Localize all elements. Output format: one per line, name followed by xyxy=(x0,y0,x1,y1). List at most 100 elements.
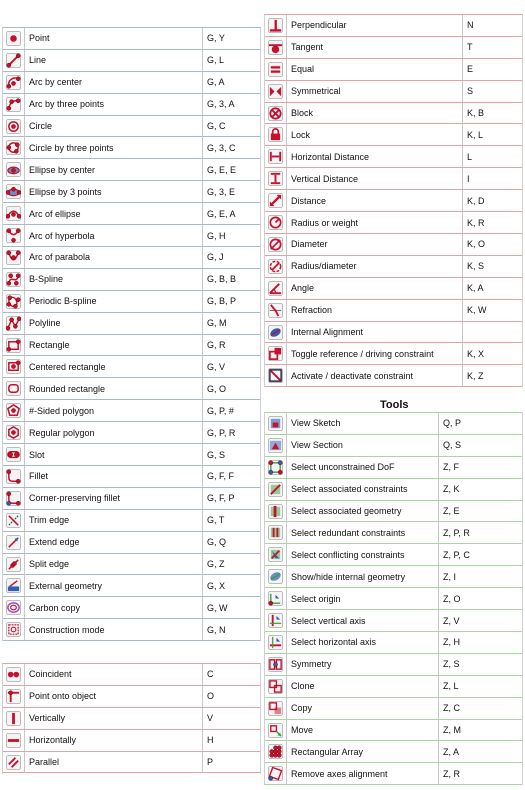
command-name: Equal xyxy=(287,58,463,80)
fillet-icon xyxy=(3,465,25,487)
shortcut-row: Ellipse by center G, E, E xyxy=(3,159,260,182)
geometry-shortcut-table: Point G, Y Line G, L Arc by center G, A Arc by… xyxy=(2,27,261,642)
shortcut-row: B-Spline G, B, B xyxy=(3,268,260,291)
command-name: Carbon copy xyxy=(25,597,203,619)
shortcut-keys: Q, P xyxy=(443,418,462,429)
shortcut-row: Vertically V xyxy=(3,707,260,730)
equal-icon xyxy=(265,58,287,80)
shortcut-row: Symmetry Z, S xyxy=(265,653,522,676)
command-name: Select vertical axis xyxy=(287,610,439,632)
block-icon xyxy=(265,102,287,124)
shortcut-keys: G, B, P xyxy=(207,296,237,307)
command-name: Line xyxy=(25,49,203,71)
shortcut-keys: G, F, F xyxy=(207,471,234,482)
command-name: #-Sided polygon xyxy=(25,400,203,422)
command-name: Lock xyxy=(287,124,463,146)
shortcut-keys: K, L xyxy=(467,129,484,140)
activate-constraint-icon xyxy=(265,365,287,387)
command-name: Centered rectangle xyxy=(25,356,203,378)
radius-diameter-icon xyxy=(265,255,287,277)
command-name: Select unconstrained DoF xyxy=(287,456,439,478)
refraction-icon xyxy=(265,299,287,321)
command-name: Corner-preserving fillet xyxy=(25,487,203,509)
shortcut-keys: Z, R xyxy=(443,768,460,779)
ellipse-center-icon xyxy=(3,159,25,181)
command-name: Remove axes alignment xyxy=(287,763,439,785)
shortcut-row: Clone Z, L xyxy=(265,675,522,698)
command-name: Rectangular Array xyxy=(287,741,439,763)
shortcut-row: Select origin Z, O xyxy=(265,588,522,611)
shortcut-row: Arc of parabola G, J xyxy=(3,246,260,269)
shortcut-keys: G, 3, C xyxy=(207,142,236,153)
command-name: Radius/diameter xyxy=(287,255,463,277)
command-name: Horizontally xyxy=(25,729,203,751)
horizontal-icon xyxy=(3,729,25,751)
command-name: Block xyxy=(287,102,463,124)
command-name: Polyline xyxy=(25,312,203,334)
shortcut-keys: K, R xyxy=(467,217,485,228)
split-icon xyxy=(3,553,25,575)
shortcut-row: Arc by center G, A xyxy=(3,71,260,94)
command-name: Slot xyxy=(25,444,203,466)
move-icon xyxy=(265,719,287,741)
command-name: Arc of parabola xyxy=(25,246,203,268)
shortcut-row: Slot G, S xyxy=(3,444,260,466)
shortcut-keys: C xyxy=(207,669,214,680)
command-name: Radius or weight xyxy=(287,212,463,234)
shortcut-row: Arc of hyperbola G, H xyxy=(3,225,260,247)
shortcut-row: Line G, L xyxy=(3,49,260,72)
arc-three-points-icon xyxy=(3,93,25,115)
shortcut-keys: V xyxy=(207,713,214,724)
carbon-copy-icon xyxy=(3,597,25,619)
shortcut-keys: G, X xyxy=(207,580,226,591)
command-name: B-Spline xyxy=(25,268,203,290)
shortcut-keys: T xyxy=(467,42,473,53)
shortcut-row: Periodic B-spline G, B, P xyxy=(3,290,260,313)
shortcut-keys: K, B xyxy=(467,108,485,119)
distance-icon xyxy=(265,190,287,212)
shortcut-keys: Z, A xyxy=(443,746,460,757)
command-name: Vertical Distance xyxy=(287,168,463,190)
shortcut-row: Show/hide internal geometry Z, I xyxy=(265,566,522,589)
internal-alignment-icon xyxy=(265,321,287,343)
shortcut-keys: G, B, B xyxy=(207,274,237,285)
shortcut-keys: G, L xyxy=(207,55,225,66)
command-name: View Sketch xyxy=(287,412,439,434)
shortcut-row: Fillet G, F, F xyxy=(3,465,260,488)
shortcut-keys: G, O xyxy=(207,383,227,394)
arc-ellipse-icon xyxy=(3,203,25,225)
shortcut-row: Select horizontal axis Z, H xyxy=(265,631,522,654)
shortcut-keys: K, A xyxy=(467,283,484,294)
shortcut-row: #-Sided polygon G, P, # xyxy=(3,400,260,423)
shortcut-keys: Z, I xyxy=(443,571,456,582)
trim-icon xyxy=(3,509,25,531)
shortcut-keys: G, 3, E xyxy=(207,186,236,197)
shortcut-keys: G, M xyxy=(207,318,227,329)
vertical-distance-icon xyxy=(265,168,287,190)
shortcut-row: Coincident C xyxy=(3,663,260,686)
shortcut-keys xyxy=(463,322,467,343)
shortcut-row: Move Z, M xyxy=(265,719,522,742)
shortcut-keys: Z, V xyxy=(443,615,460,626)
shortcut-row: Select redundant constraints Z, P, R xyxy=(265,522,522,545)
shortcut-row: Copy Z, C xyxy=(265,697,522,720)
shortcut-row: Perpendicular N xyxy=(265,14,522,37)
shortcut-row: Point onto object O xyxy=(3,685,260,708)
shortcut-keys: G, R xyxy=(207,340,226,351)
command-name: Coincident xyxy=(25,663,203,685)
shortcut-keys: G, H xyxy=(207,230,226,241)
constraint-shortcut-table-right: Perpendicular N Tangent T Equal E Symmetrical S… xyxy=(264,14,523,388)
radius-icon xyxy=(265,212,287,234)
periodic-bspline-icon xyxy=(3,290,25,312)
command-name: Rounded rectangle xyxy=(25,378,203,400)
shortcut-keys: Z, H xyxy=(443,637,460,648)
shortcut-row: Block K, B xyxy=(265,102,522,125)
horizontal-distance-icon xyxy=(265,146,287,168)
command-name: Extend edge xyxy=(25,531,203,553)
centered-rectangle-icon xyxy=(3,356,25,378)
command-name: Periodic B-spline xyxy=(25,290,203,312)
shortcut-row: Radius/diameter K, S xyxy=(265,255,522,278)
line-icon xyxy=(3,49,25,71)
command-name: Distance xyxy=(287,190,463,212)
shortcut-keys: K, W xyxy=(467,305,487,316)
